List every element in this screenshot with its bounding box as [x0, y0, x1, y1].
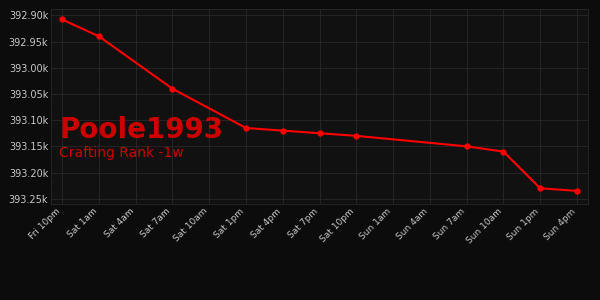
Text: Poole1993: Poole1993 — [59, 116, 223, 144]
Text: Crafting Rank -1w: Crafting Rank -1w — [59, 146, 184, 160]
